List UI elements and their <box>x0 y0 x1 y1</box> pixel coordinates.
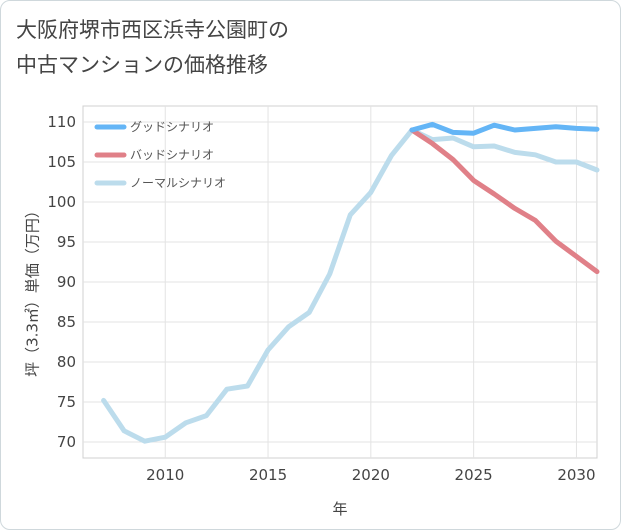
chart-title-line-2: 中古マンションの価格推移 <box>16 53 268 77</box>
y-tick-label: 100 <box>47 193 76 211</box>
legend-label: バッドシナリオ <box>130 148 214 162</box>
series-line-2 <box>409 127 600 275</box>
x-tick-label: 2025 <box>455 466 493 484</box>
series-line-1 <box>409 121 600 136</box>
x-axis-ticks: 2010 2015 2020 2025 2030 <box>146 466 595 484</box>
x-tick-label: 2010 <box>146 466 184 484</box>
series-lines <box>101 121 600 444</box>
y-tick-label: 105 <box>47 153 76 171</box>
y-tick-label: 80 <box>57 353 76 371</box>
chart-title-line-1: 大阪府堺市西区浜寺公園町の <box>16 18 289 42</box>
y-tick-label: 110 <box>47 113 76 131</box>
x-tick-label: 2020 <box>352 466 390 484</box>
y-tick-label: 85 <box>57 313 76 331</box>
legend-label: ノーマルシナリオ <box>130 176 226 190</box>
x-axis-label: 年 <box>332 500 347 518</box>
grid <box>82 105 598 459</box>
x-tick-label: 2030 <box>557 466 595 484</box>
y-tick-label: 70 <box>57 433 76 451</box>
y-tick-label: 95 <box>57 233 76 251</box>
y-tick-label: 90 <box>57 273 76 291</box>
series-line-3 <box>101 127 600 444</box>
y-tick-label: 75 <box>57 393 76 411</box>
x-tick-label: 2015 <box>249 466 287 484</box>
y-axis-label: 坪（3.3㎡）単価（万円） <box>24 203 42 377</box>
chart-title: 大阪府堺市西区浜寺公園町の 中古マンションの価格推移 <box>16 13 289 83</box>
y-axis-ticks: 70 75 80 85 90 95 100 105 110 <box>47 113 76 451</box>
legend-label: グッドシナリオ <box>130 120 214 134</box>
